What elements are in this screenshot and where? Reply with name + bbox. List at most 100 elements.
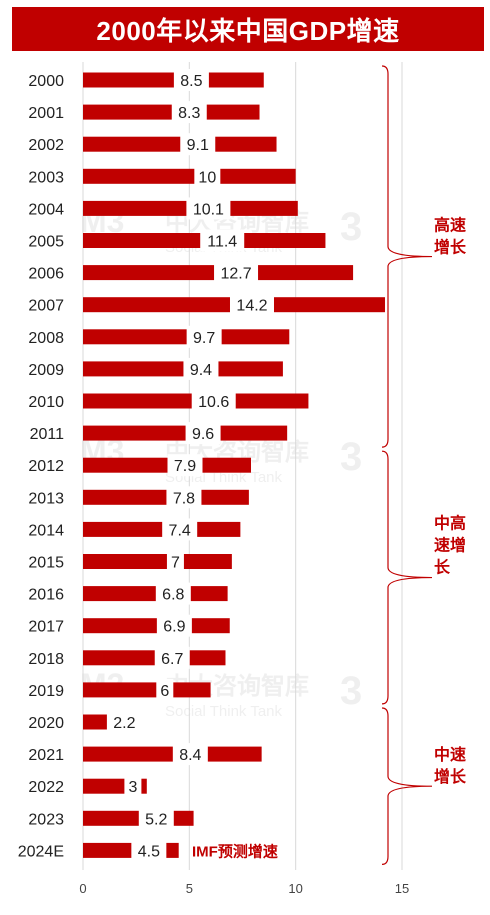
category-label: 2017 bbox=[28, 619, 64, 636]
data-label: 10.1 bbox=[193, 201, 224, 218]
bar bbox=[83, 746, 262, 762]
group-label: 中速 bbox=[434, 745, 466, 764]
data-label-bg bbox=[180, 133, 216, 156]
category-label: 2000 bbox=[28, 73, 64, 90]
data-label: 9.4 bbox=[190, 362, 212, 379]
category-label: 2009 bbox=[28, 362, 64, 379]
data-labels: 8.5 8.3 9.1 10 10.1 11.4 12.7 14.2 9.7 9.4 10.6 9.6… bbox=[106, 69, 274, 862]
bar bbox=[83, 104, 260, 120]
group-label: 中高 bbox=[434, 514, 466, 533]
bar bbox=[83, 650, 226, 666]
bar bbox=[83, 72, 264, 88]
data-label-bg bbox=[166, 550, 184, 573]
data-label: 8.5 bbox=[180, 73, 202, 90]
category-label: 2023 bbox=[28, 811, 64, 828]
data-label: 6 bbox=[160, 683, 169, 700]
category-label: 2010 bbox=[28, 394, 64, 411]
bar bbox=[83, 168, 296, 184]
category-label: 2006 bbox=[28, 266, 64, 283]
group-brace bbox=[381, 65, 433, 448]
data-label-bg bbox=[156, 678, 174, 701]
data-label: 6.9 bbox=[163, 619, 185, 636]
category-label: 2020 bbox=[28, 715, 64, 732]
data-label-bg bbox=[171, 101, 207, 124]
data-label-bg bbox=[155, 582, 191, 605]
bar bbox=[83, 489, 249, 505]
x-axis-ticks: 0 5 10 15 bbox=[79, 881, 409, 896]
data-label: 9.6 bbox=[192, 426, 214, 443]
x-tick-label: 15 bbox=[395, 881, 409, 896]
annotations: IMF预测增速 bbox=[192, 842, 278, 860]
watermark-mark: 3 bbox=[340, 435, 362, 479]
data-label: 9.1 bbox=[187, 137, 209, 154]
category-label: 2021 bbox=[28, 747, 64, 764]
data-label-bg bbox=[154, 646, 190, 669]
bar bbox=[83, 521, 241, 537]
group-label: 增长 bbox=[434, 238, 467, 257]
data-label-bg bbox=[183, 357, 219, 380]
data-label: 6.8 bbox=[162, 587, 184, 604]
bar bbox=[83, 554, 232, 569]
group-label: 长 bbox=[434, 558, 451, 577]
category-label: 2022 bbox=[28, 779, 64, 796]
watermark-mark: 3 bbox=[340, 205, 362, 249]
watermark-mark: 3 bbox=[340, 669, 362, 713]
category-label: 2012 bbox=[28, 458, 64, 475]
category-label: 2011 bbox=[30, 426, 65, 443]
data-label: 7.4 bbox=[169, 522, 191, 539]
x-tick-label: 0 bbox=[79, 881, 86, 896]
data-label: 11.4 bbox=[207, 234, 237, 251]
data-label: 9.7 bbox=[193, 330, 215, 347]
data-label-bg bbox=[173, 69, 209, 91]
data-label-bg bbox=[156, 614, 192, 637]
data-label-bg bbox=[162, 518, 198, 541]
data-label-bg bbox=[229, 293, 274, 316]
data-label: 5.2 bbox=[145, 811, 167, 828]
category-label: 2008 bbox=[28, 330, 64, 347]
data-label: 10 bbox=[198, 169, 216, 186]
bar bbox=[83, 361, 283, 377]
data-label-bg bbox=[191, 390, 236, 412]
group-brace bbox=[381, 450, 433, 705]
chart-title: 2000年以来中国GDP增速 bbox=[12, 7, 484, 51]
data-label-bg bbox=[172, 743, 208, 766]
data-label-bg bbox=[124, 775, 142, 798]
data-label: 10.6 bbox=[198, 394, 229, 411]
group-brace bbox=[381, 707, 433, 865]
data-label-bg bbox=[200, 229, 245, 252]
category-label: 2016 bbox=[28, 587, 64, 604]
category-label: 2005 bbox=[28, 234, 64, 251]
data-label-bg bbox=[131, 839, 167, 862]
bar bbox=[83, 618, 230, 634]
category-label: 2013 bbox=[28, 490, 64, 507]
category-label: 2018 bbox=[28, 651, 64, 668]
category-labels: 2000 2001 2002 2003 2004 2005 2006 2007 2008 2009… bbox=[18, 73, 64, 860]
category-label: 2007 bbox=[28, 298, 64, 315]
category-label: 2004 bbox=[28, 201, 64, 218]
data-label: 6.7 bbox=[161, 651, 183, 668]
category-label: 2024E bbox=[18, 843, 64, 860]
watermark-sub: Social Think Tank bbox=[165, 703, 283, 720]
data-label: 7.9 bbox=[174, 458, 196, 475]
data-label: 3 bbox=[128, 779, 137, 796]
group-label: 速增 bbox=[434, 536, 466, 555]
bar bbox=[83, 136, 277, 152]
data-label-bg bbox=[194, 165, 221, 188]
category-label: 2002 bbox=[28, 137, 64, 154]
data-label: 14.2 bbox=[236, 298, 267, 315]
data-label-bg bbox=[186, 325, 222, 348]
category-label: 2003 bbox=[28, 169, 64, 186]
category-label: 2019 bbox=[28, 683, 64, 700]
data-label-bg bbox=[214, 261, 259, 284]
group-label: 高速 bbox=[434, 216, 466, 235]
bar bbox=[83, 425, 288, 441]
data-label-bg bbox=[166, 486, 202, 509]
x-tick-label: 10 bbox=[288, 881, 302, 896]
bar bbox=[83, 457, 252, 473]
x-tick-label: 5 bbox=[186, 881, 193, 896]
data-label: 8.3 bbox=[178, 105, 200, 122]
group-label: 增长 bbox=[434, 767, 467, 786]
data-label-bg bbox=[186, 197, 231, 220]
